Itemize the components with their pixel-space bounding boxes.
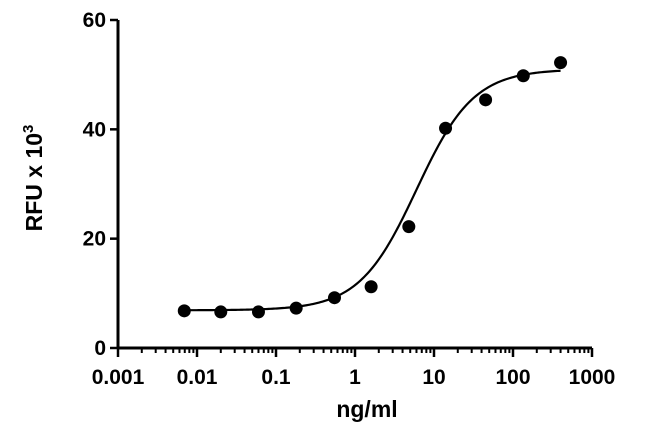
x-axis-title: ng/ml [336, 396, 397, 422]
x-axis: 0.001 0.01 0.1 1 10 100 1000 [92, 346, 616, 389]
data-points [177, 56, 568, 319]
data-point [214, 305, 228, 319]
x-tick-label: 1000 [569, 366, 616, 389]
x-tick-label: 1 [349, 366, 361, 389]
y-tick-label: 0 [94, 337, 106, 360]
x-tick-label: 0.01 [177, 366, 218, 389]
fit-curve [184, 69, 561, 312]
y-axis-title-exponent: 3 [20, 125, 37, 133]
data-point [289, 301, 303, 315]
data-point [516, 69, 530, 83]
x-tick-label: 0.1 [261, 366, 291, 389]
data-point [327, 291, 341, 305]
x-tick-label: 0.001 [92, 366, 145, 389]
data-point [402, 220, 416, 234]
y-tick-label: 40 [83, 118, 106, 141]
data-point [251, 305, 265, 319]
x-tick-label: 10 [422, 366, 445, 389]
y-axis: 0 20 40 60 [83, 9, 120, 360]
data-point [554, 56, 568, 70]
data-point [364, 280, 378, 294]
x-tick-label: 100 [495, 366, 530, 389]
data-point [439, 121, 453, 135]
y-axis-title: RFU x 103 [20, 125, 47, 232]
data-point [479, 93, 493, 107]
data-point [177, 304, 191, 318]
y-axis-title-main: RFU x 10 [21, 133, 47, 231]
y-tick-label: 60 [83, 9, 106, 32]
y-tick-label: 20 [83, 228, 106, 251]
